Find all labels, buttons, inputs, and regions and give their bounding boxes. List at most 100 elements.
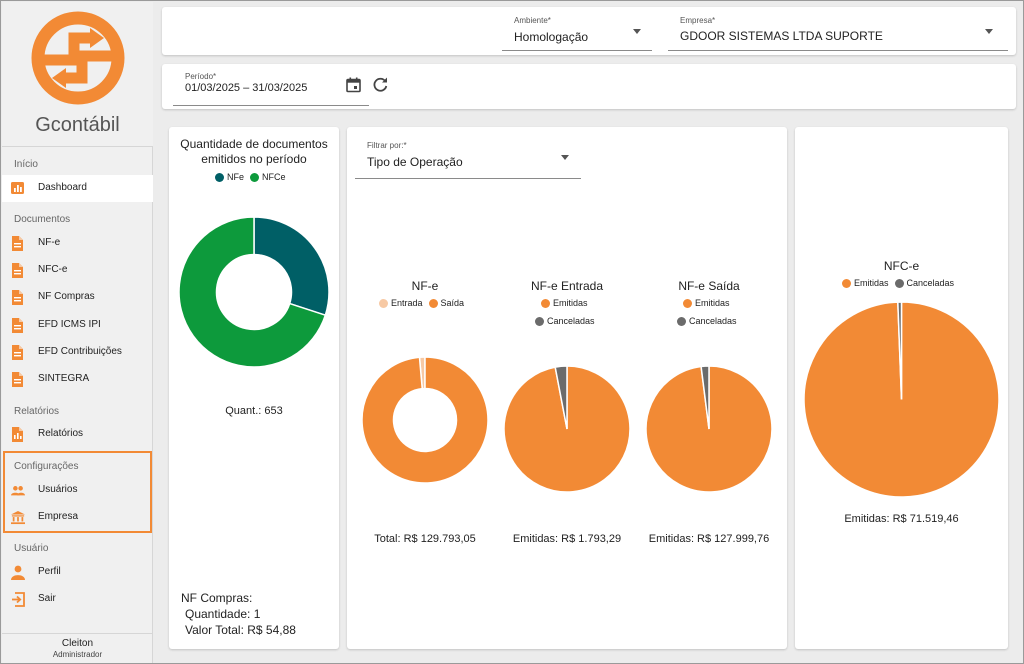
sidebar-item-dashboard[interactable]: Dashboard xyxy=(2,175,153,202)
nfe-slice-sa-da[interactable] xyxy=(361,356,489,484)
legend-item-emitidas[interactable]: Emitidas xyxy=(683,298,730,308)
legend-label: Emitidas xyxy=(553,298,588,308)
filter-chevron-down-icon[interactable] xyxy=(561,155,569,160)
section-documentos: Documentos xyxy=(14,214,71,225)
document-icon xyxy=(12,318,23,333)
nfe-saida-pie-chart xyxy=(645,365,773,493)
legend-label: Emitidas xyxy=(854,278,889,288)
docs-quant: Quant.: 653 xyxy=(225,405,283,417)
ambiente-select[interactable]: Homologação xyxy=(514,30,589,44)
legend-label: Canceladas xyxy=(689,316,737,326)
sidebar-item-usuarios[interactable]: Usuários xyxy=(2,477,153,504)
docs-donut-chart xyxy=(178,216,330,368)
legend-label: Emitidas xyxy=(695,298,730,308)
compras-total: Valor Total: R$ 54,88 xyxy=(185,623,296,637)
empresa-underline xyxy=(668,50,1008,51)
configuracoes-highlight-box xyxy=(3,451,152,533)
legend-dot xyxy=(677,316,686,326)
nfe-saida-total: Emitidas: R$ 127.999,76 xyxy=(648,533,770,545)
section-inicio: Início xyxy=(14,159,38,170)
nfe-entrada-total: Emitidas: R$ 1.793,29 xyxy=(512,533,622,545)
document-icon xyxy=(12,372,23,387)
empresa-chevron-down-icon[interactable] xyxy=(985,29,993,34)
legend-label: NFe xyxy=(227,172,245,182)
empresa-select[interactable]: GDOOR SISTEMAS LTDA SUPORTE xyxy=(680,29,883,43)
periodo-underline xyxy=(173,105,369,106)
nfe-saida-chart-title: NF-e Saída xyxy=(678,279,740,293)
sidebar-item-efd-contribuicoes[interactable]: EFD Contribuições xyxy=(2,339,153,366)
legend-dot xyxy=(683,298,692,308)
legend-label: Entrada xyxy=(391,298,423,308)
legend-item-nfe[interactable]: NFe xyxy=(215,172,244,182)
empresa-label: Empresa* xyxy=(680,16,716,25)
logo-area: Gcontábil xyxy=(2,2,153,147)
documentos-card: Quantidade de documentos emitidos no per… xyxy=(169,127,339,649)
user-block: Cleiton Administrador xyxy=(2,633,153,663)
sidebar-item-label: Sair xyxy=(38,593,56,604)
sidebar-item-efd-icms-ipi[interactable]: EFD ICMS IPI xyxy=(2,312,153,339)
sidebar-item-label: Dashboard xyxy=(38,182,87,193)
filter-underline xyxy=(355,178,581,179)
document-icon xyxy=(12,236,23,251)
section-configuracoes: Configurações xyxy=(14,461,79,472)
legend-dot xyxy=(894,278,904,288)
nfe-saida-legend-2: Canceladas xyxy=(677,316,743,326)
nfe_saida-slice-canceladas[interactable] xyxy=(700,365,710,430)
sidebar-item-label: Perfil xyxy=(38,566,61,577)
sidebar-item-sintegra[interactable]: SINTEGRA xyxy=(2,366,153,393)
periodo-input[interactable]: 01/03/2025 – 31/03/2025 xyxy=(185,82,308,94)
nfe-entrada-pie-chart xyxy=(503,365,631,493)
sidebar-item-label: EFD Contribuições xyxy=(38,346,122,357)
nfe-total: Total: R$ 129.793,05 xyxy=(374,533,476,545)
calendar-icon[interactable] xyxy=(346,77,361,93)
nfe-entrada-legend-1: Emitidas xyxy=(541,298,594,308)
sidebar-item-perfil[interactable]: Perfil xyxy=(2,559,153,586)
legend-item-canceladas[interactable]: Canceladas xyxy=(894,278,955,288)
docs-slice-nfce[interactable] xyxy=(178,216,327,368)
nfe-legend: Entrada Saída xyxy=(379,298,470,308)
filter-label: Filtrar por:* xyxy=(367,141,407,150)
sidebar-item-sair[interactable]: Sair xyxy=(2,586,153,613)
filter-select[interactable]: Tipo de Operação xyxy=(367,155,463,169)
legend-label: Canceladas xyxy=(906,278,955,288)
legend-item-saida[interactable]: Saída xyxy=(428,298,465,308)
sidebar-item-nf-compras[interactable]: NF Compras xyxy=(2,284,153,311)
nfce-legend: Emitidas Canceladas xyxy=(842,278,960,288)
sidebar-item-label: Usuários xyxy=(38,484,78,495)
sidebar-item-label: EFD ICMS IPI xyxy=(38,319,101,330)
bank-icon xyxy=(11,510,25,525)
legend-dot xyxy=(428,298,438,308)
user-name: Cleiton xyxy=(61,638,94,649)
docs-slice-nfe[interactable] xyxy=(253,216,330,317)
report-icon xyxy=(12,427,23,442)
legend-label: Canceladas xyxy=(547,316,595,326)
legend-item-canceladas[interactable]: Canceladas xyxy=(535,316,595,326)
legend-dot xyxy=(842,278,851,288)
nfe_entrada-slice-canceladas[interactable] xyxy=(554,365,568,430)
nfce-pie-chart xyxy=(803,301,1000,498)
nfce-slice-canceladas[interactable] xyxy=(897,301,903,400)
sidebar-item-nfce[interactable]: NFC-e xyxy=(2,257,153,284)
nfe-charts-card: Filtrar por:* Tipo de Operação NF-e Entr… xyxy=(347,127,787,649)
legend-item-entrada[interactable]: Entrada xyxy=(379,298,423,308)
nfce-total: Emitidas: R$ 71.519,46 xyxy=(844,513,959,525)
legend-item-emitidas[interactable]: Emitidas xyxy=(541,298,588,308)
sidebar-item-label: NF Compras xyxy=(38,291,95,302)
sidebar-item-label: SINTEGRA xyxy=(38,373,90,384)
legend-item-canceladas[interactable]: Canceladas xyxy=(677,316,737,326)
nfe-chart-title: NF-e xyxy=(411,279,439,293)
sidebar-item-nfe[interactable]: NF-e xyxy=(2,230,153,257)
nfe-entrada-chart-title: NF-e Entrada xyxy=(530,279,604,293)
document-icon xyxy=(12,263,23,278)
sidebar-item-empresa[interactable]: Empresa xyxy=(2,504,153,531)
legend-label: Saída xyxy=(440,298,465,308)
legend-dot xyxy=(541,298,550,308)
ambiente-chevron-down-icon[interactable] xyxy=(633,29,641,34)
sidebar-item-relatorios[interactable]: Relatórios xyxy=(2,421,153,448)
section-usuario: Usuário xyxy=(14,543,49,554)
refresh-icon[interactable] xyxy=(372,76,389,93)
legend-item-emitidas[interactable]: Emitidas xyxy=(842,278,889,288)
header-card: Ambiente* Homologação Empresa* GDOOR SIS… xyxy=(162,7,1016,55)
compras-qty: Quantidade: 1 xyxy=(185,607,261,621)
legend-item-nfce[interactable]: NFCe xyxy=(250,172,286,182)
